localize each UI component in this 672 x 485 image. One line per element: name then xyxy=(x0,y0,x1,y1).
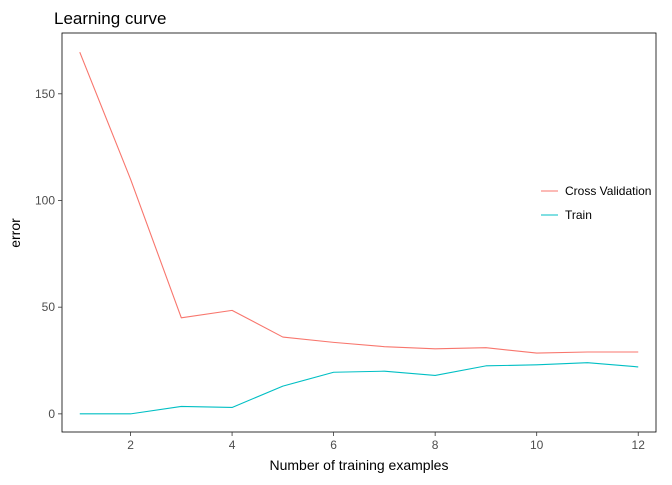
series-line-0 xyxy=(79,51,639,354)
y-tick-label: 150 xyxy=(35,87,55,101)
legend-label: Cross Validation xyxy=(565,184,651,198)
x-tick-label: 4 xyxy=(229,438,236,452)
panel-border xyxy=(61,32,657,433)
plot-area xyxy=(79,51,639,415)
x-tick-label: 8 xyxy=(432,438,439,452)
y-tick-label: 100 xyxy=(35,193,55,207)
x-tick-label: 6 xyxy=(330,438,337,452)
legend-label: Train xyxy=(565,208,592,222)
y-tick-label: 0 xyxy=(48,407,55,421)
series-line-1 xyxy=(79,362,639,415)
y-axis-title: error xyxy=(7,218,23,248)
chart-title: Learning curve xyxy=(54,9,166,28)
x-tick-label: 10 xyxy=(530,438,544,452)
legend: Cross Validation Train xyxy=(541,184,651,222)
x-tick-label: 2 xyxy=(127,438,134,452)
x-axis-title: Number of training examples xyxy=(270,457,449,473)
x-tick-label: 12 xyxy=(632,438,646,452)
y-tick-label: 50 xyxy=(42,300,56,314)
y-axis: 0 50 100 150 xyxy=(35,87,62,421)
x-axis: 2 4 6 8 10 12 xyxy=(127,432,645,452)
